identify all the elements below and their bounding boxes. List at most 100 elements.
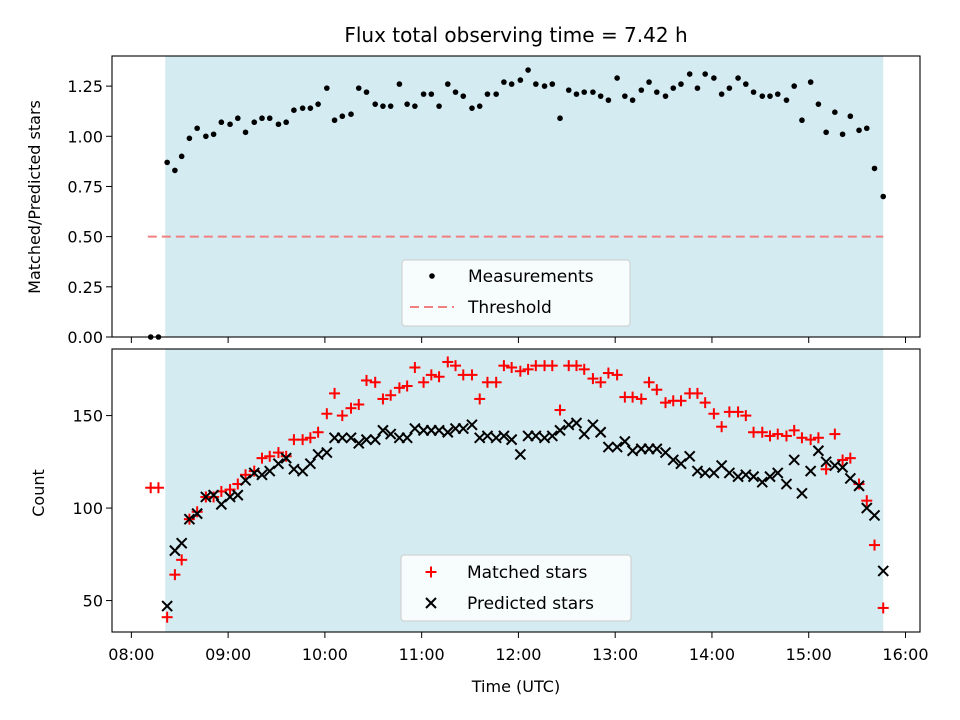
predicted-star-point	[345, 432, 357, 444]
predicted-star-point	[868, 509, 881, 522]
top-ytick-label: 0.25	[67, 278, 103, 297]
measurement-point	[315, 101, 321, 107]
matched-star-point	[844, 452, 856, 464]
matched-star-point	[401, 380, 413, 392]
top-legend-box	[401, 259, 631, 327]
matched-star-point	[595, 376, 607, 388]
matched-star-point	[280, 450, 292, 462]
measurement-point	[726, 85, 733, 91]
predicted-star-point	[756, 476, 768, 488]
legend-threshold-label: Threshold	[467, 298, 552, 318]
bottom-xtick-label: 15:00	[786, 645, 832, 664]
measurement-point	[339, 113, 346, 120]
predicted-star-point	[183, 513, 196, 525]
matched-star-point	[837, 454, 849, 466]
top-axis-ticks: 0.00 0.25 0.50 0.75 1.00 1.25	[67, 77, 906, 347]
matched-star-point	[321, 408, 333, 420]
predicted-star-point	[772, 467, 784, 479]
bottom-ytick-label: 50	[83, 592, 103, 611]
measurement-point	[355, 85, 362, 91]
measurement-point	[533, 81, 539, 87]
measurement-point	[194, 125, 200, 132]
measurement-point	[557, 115, 563, 122]
measurement-point	[460, 93, 467, 99]
measurement-point	[880, 193, 887, 200]
matched-star-point	[240, 469, 252, 481]
legend-predicted-marker	[425, 597, 437, 609]
measurement-point	[164, 159, 170, 166]
matched-star-point	[869, 539, 881, 551]
matched-star-point	[191, 506, 203, 518]
measurement-point	[597, 93, 604, 99]
measurement-point	[783, 97, 790, 103]
measurements-series	[147, 67, 887, 340]
measurement-point	[702, 71, 708, 77]
measurement-point	[259, 115, 265, 122]
bottom-xtick-label: 16:00	[882, 645, 928, 664]
matched-star-point	[264, 450, 276, 462]
measurement-point	[759, 93, 766, 99]
measurement-point	[622, 93, 628, 99]
top-ylabel: Matched/Predicted stars	[25, 100, 44, 294]
bottom-xtick-label: 10:00	[302, 645, 348, 664]
measurement-point	[541, 83, 548, 89]
matched-star-point	[161, 611, 173, 623]
measurement-point	[178, 153, 185, 160]
predicted-star-point	[256, 469, 268, 481]
matched-star-point	[764, 430, 776, 442]
predicted-star-point	[788, 454, 800, 466]
predicted-star-point	[442, 426, 454, 438]
predicted-star-point	[667, 454, 679, 466]
bottom-ytick-label: 100	[72, 499, 103, 518]
predicted-star-point	[409, 422, 421, 435]
measurement-point	[799, 117, 805, 124]
measurement-point	[172, 167, 178, 174]
matched-star-point	[312, 426, 324, 438]
measurement-point	[283, 119, 289, 126]
predicted-star-point	[853, 480, 865, 492]
measurement-point	[565, 87, 572, 93]
measurement-point	[670, 85, 677, 91]
top-ytick-label: 0.75	[67, 177, 103, 196]
measurement-point	[856, 127, 862, 134]
matched-star-point	[514, 365, 526, 377]
measurement-point	[750, 89, 757, 95]
top-ytick-label: 1.00	[67, 127, 103, 146]
top-legend: Measurements Threshold	[401, 259, 631, 327]
bottom-xtick-label: 08:00	[108, 645, 154, 664]
matched-star-point	[433, 371, 445, 383]
measurement-point	[404, 101, 410, 107]
matched-star-point	[490, 376, 502, 388]
predicted-star-point	[481, 430, 494, 442]
measurement-point	[484, 91, 491, 97]
measurement-point	[186, 135, 193, 142]
matched-star-point	[506, 361, 518, 373]
matched-star-point	[627, 391, 639, 403]
measurement-point	[517, 77, 524, 83]
matched-star-point	[409, 361, 421, 373]
measurement-point	[501, 79, 507, 85]
measurement-point	[508, 81, 515, 87]
matched-star-point	[691, 387, 703, 399]
matched-star-point	[611, 369, 623, 381]
bottom-xtick-label: 11:00	[399, 645, 445, 664]
matched-star-point	[176, 554, 188, 566]
predicted-star-point	[796, 487, 808, 499]
measurement-point	[791, 83, 798, 89]
measurement-point	[469, 105, 475, 111]
predicted-star-point	[272, 457, 285, 470]
top-plot-frame	[111, 55, 921, 338]
measurement-point	[638, 87, 645, 93]
predicted-star-point	[369, 433, 381, 446]
matched-star-point	[546, 360, 558, 372]
measurement-point	[735, 75, 741, 81]
measurement-point	[396, 81, 403, 87]
matched-star-point	[587, 373, 599, 385]
predicted-star-point	[498, 430, 510, 442]
top-ytick-label: 0.50	[67, 228, 103, 247]
predicted-star-point	[699, 467, 711, 479]
matched-star-point	[224, 484, 236, 496]
matched-star-point	[877, 602, 889, 614]
measurement-point	[653, 89, 660, 95]
matched-star-point	[369, 376, 381, 388]
